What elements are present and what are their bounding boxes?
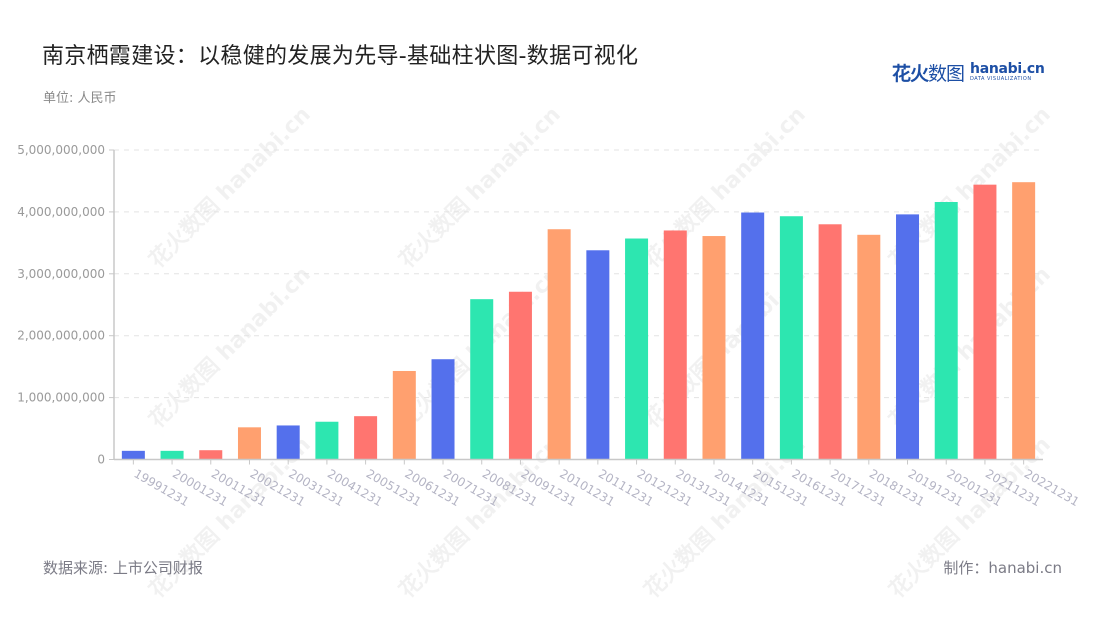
bar[interactable] <box>160 450 184 460</box>
bar[interactable] <box>973 184 997 460</box>
bar[interactable] <box>392 370 416 460</box>
y-tick-label: 3,000,000,000 <box>17 267 105 281</box>
y-tick-label: 1,000,000,000 <box>17 391 105 405</box>
bar[interactable] <box>237 427 261 460</box>
bar[interactable] <box>315 421 339 460</box>
y-tick-label: 2,000,000,000 <box>17 329 105 343</box>
hanabi-logo: 花火数图 hanabi.cn DATA VISUALIZATION <box>892 59 1045 85</box>
y-tick-label: 4,000,000,000 <box>17 205 105 219</box>
bar[interactable] <box>625 238 649 460</box>
chart-title: 南京栖霞建设：以稳健的发展为先导-基础柱状图-数据可视化 <box>42 44 639 69</box>
bar[interactable] <box>857 234 881 460</box>
y-tick-label: 5,000,000,000 <box>17 143 105 157</box>
bar[interactable] <box>818 224 842 460</box>
bar[interactable] <box>431 359 455 460</box>
logo-cn-text: 花火数图 <box>892 62 965 85</box>
bar[interactable] <box>470 299 494 460</box>
unit-label: 单位: 人民币 <box>43 91 117 106</box>
bar[interactable] <box>934 201 958 460</box>
bar[interactable] <box>276 425 300 460</box>
bar[interactable] <box>779 216 803 460</box>
bar[interactable] <box>508 291 532 460</box>
bar[interactable] <box>702 236 726 460</box>
credit-label: 制作：hanabi.cn <box>943 559 1062 577</box>
bar[interactable] <box>1012 182 1036 460</box>
data-source: 数据来源: 上市公司财报 <box>43 559 203 577</box>
bar[interactable] <box>547 229 571 460</box>
bar[interactable] <box>354 416 378 460</box>
bar[interactable] <box>586 250 610 460</box>
bar[interactable] <box>199 450 223 460</box>
y-tick-label: 0 <box>97 453 105 467</box>
bar[interactable] <box>121 450 145 460</box>
bar[interactable] <box>741 212 765 460</box>
bar[interactable] <box>663 230 687 460</box>
bar[interactable] <box>896 214 920 460</box>
logo-en-text: hanabi.cn DATA VISUALIZATION <box>970 61 1045 82</box>
